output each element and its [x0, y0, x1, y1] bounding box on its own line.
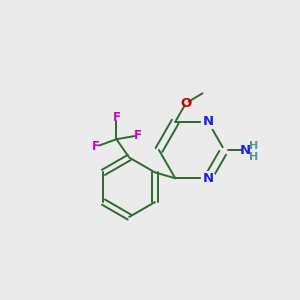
Text: F: F	[92, 140, 100, 153]
Text: H: H	[249, 152, 259, 161]
Text: F: F	[134, 129, 142, 142]
Text: O: O	[180, 97, 192, 110]
Text: N: N	[239, 143, 251, 157]
Text: F: F	[112, 111, 120, 124]
Text: N: N	[202, 115, 214, 128]
Text: H: H	[249, 140, 259, 151]
Text: N: N	[202, 172, 214, 185]
